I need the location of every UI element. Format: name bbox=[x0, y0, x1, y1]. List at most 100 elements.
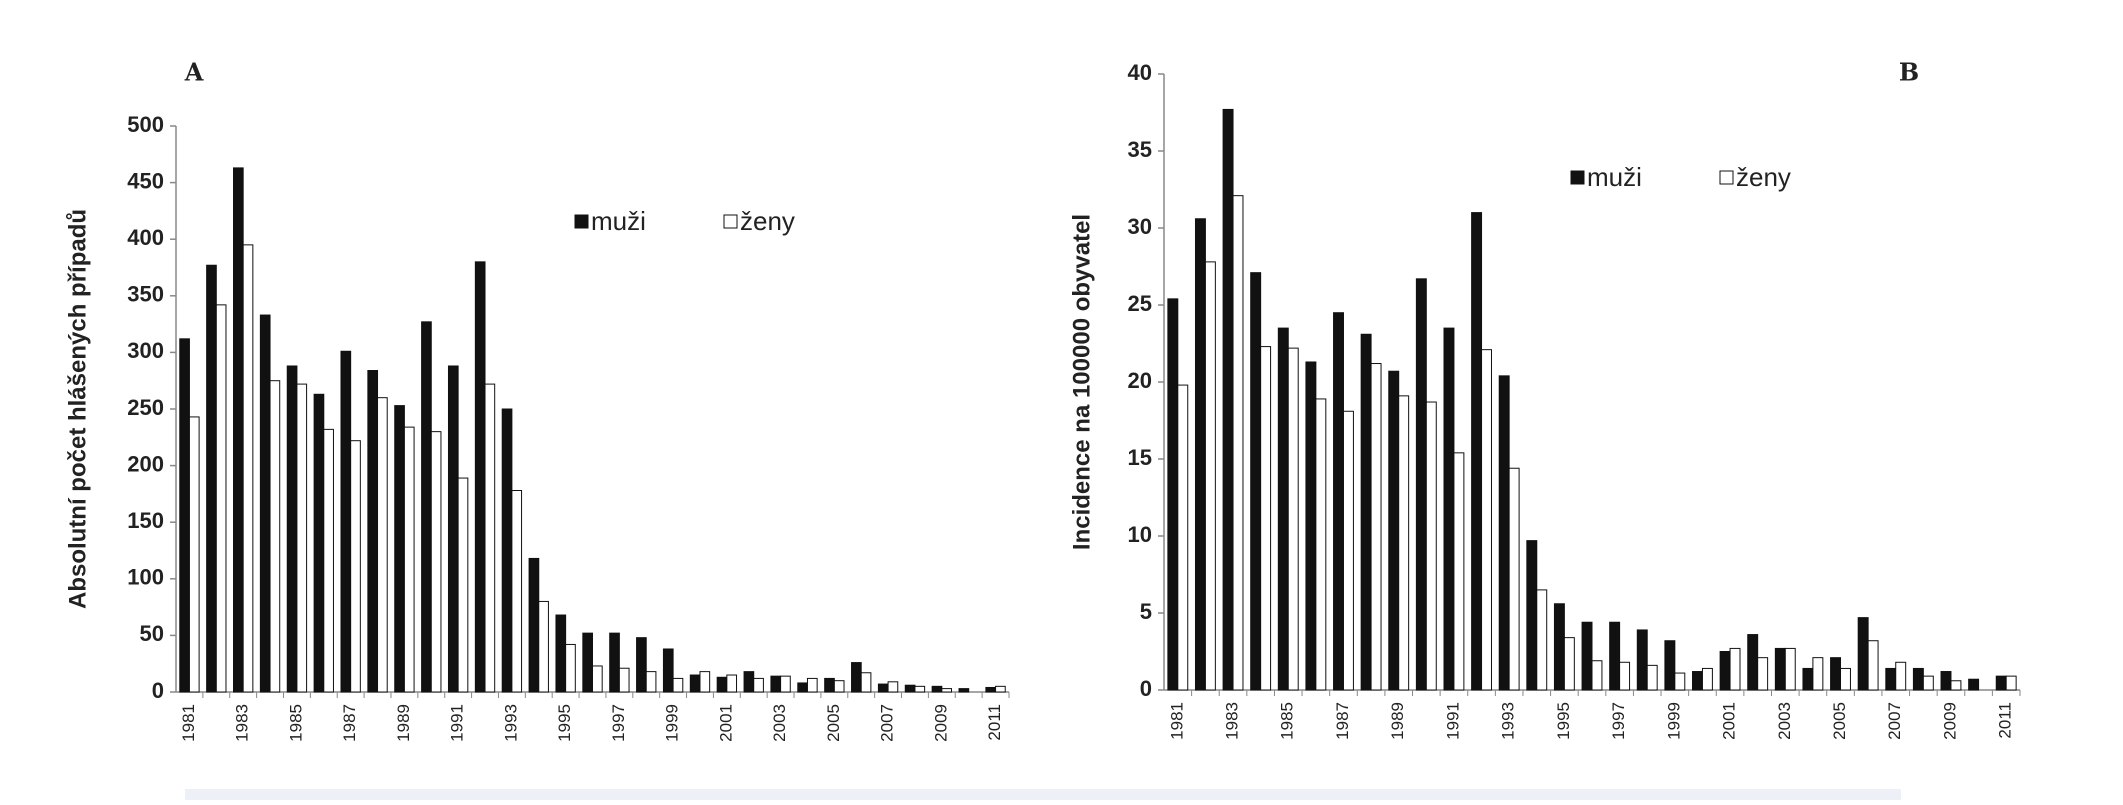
y-axis-title: Absolutní počet hlášených případů bbox=[64, 209, 91, 609]
bar bbox=[958, 688, 970, 693]
bar bbox=[743, 671, 755, 693]
bar bbox=[887, 681, 899, 693]
x-tick-label: 2001 bbox=[716, 704, 735, 742]
bar bbox=[582, 632, 594, 693]
bar bbox=[188, 416, 200, 693]
x-tick-label: 1987 bbox=[340, 704, 359, 742]
y-tick-label: 200 bbox=[127, 451, 164, 476]
bar bbox=[1840, 667, 1851, 691]
bar bbox=[1388, 370, 1400, 691]
bar bbox=[1895, 661, 1907, 691]
bar bbox=[1305, 361, 1317, 691]
x-tick-label: 2007 bbox=[1885, 702, 1904, 740]
y-tick-label: 300 bbox=[127, 338, 164, 363]
x-tick-label: 1985 bbox=[286, 704, 305, 742]
bar bbox=[1315, 398, 1327, 691]
x-tick-label: 1987 bbox=[1333, 702, 1352, 740]
bar bbox=[1912, 667, 1924, 691]
bar bbox=[592, 665, 603, 693]
bar bbox=[1636, 629, 1648, 691]
bar bbox=[242, 244, 254, 693]
bar bbox=[1508, 467, 1520, 691]
legend-label: ženy bbox=[740, 206, 795, 236]
bar bbox=[1425, 401, 1437, 691]
bar bbox=[259, 314, 271, 693]
bar bbox=[206, 264, 217, 693]
bar bbox=[1453, 452, 1465, 691]
bar bbox=[851, 662, 862, 693]
bar bbox=[1563, 637, 1575, 691]
bar bbox=[430, 431, 442, 693]
bar bbox=[1857, 617, 1869, 691]
bar bbox=[780, 675, 791, 693]
bar bbox=[340, 350, 352, 693]
bar bbox=[689, 674, 701, 693]
x-tick-label: 1999 bbox=[1664, 702, 1683, 740]
bar bbox=[269, 380, 281, 693]
bar bbox=[421, 321, 432, 693]
x-tick-label: 1989 bbox=[1388, 702, 1407, 740]
x-tick-label: 1983 bbox=[1223, 702, 1242, 740]
bar bbox=[1784, 647, 1796, 691]
x-tick-label: 1991 bbox=[1443, 702, 1462, 740]
bar bbox=[1719, 651, 1731, 691]
y-axis-title: Incidence na 100000 obyvatel bbox=[1068, 214, 1095, 550]
bar bbox=[555, 614, 567, 693]
bar bbox=[1830, 657, 1842, 691]
bar bbox=[1415, 278, 1427, 691]
y-tick-label: 20 bbox=[1128, 368, 1152, 393]
bar bbox=[1287, 347, 1299, 691]
bar bbox=[1232, 195, 1244, 691]
bar bbox=[1747, 634, 1759, 691]
bar bbox=[1619, 661, 1631, 691]
bar bbox=[672, 677, 684, 693]
x-tick-label: 2005 bbox=[824, 704, 843, 742]
bar bbox=[313, 393, 325, 693]
bar bbox=[528, 557, 540, 693]
bar bbox=[377, 397, 388, 693]
bar bbox=[1536, 589, 1548, 691]
x-tick-label: 1993 bbox=[501, 704, 520, 742]
x-tick-label: 2011 bbox=[985, 704, 1004, 741]
y-tick-label: 10 bbox=[1128, 522, 1152, 547]
bar bbox=[323, 428, 334, 693]
y-tick-label: 150 bbox=[127, 508, 164, 533]
bar bbox=[995, 685, 1006, 693]
bar bbox=[1940, 671, 1952, 691]
bar bbox=[1443, 327, 1455, 691]
bar bbox=[1526, 540, 1538, 691]
bar bbox=[1481, 349, 1492, 691]
bar bbox=[877, 683, 889, 693]
bar bbox=[753, 677, 764, 693]
bar bbox=[1260, 346, 1272, 691]
bar bbox=[1250, 272, 1262, 691]
bar bbox=[1370, 363, 1382, 691]
x-tick-label: 1999 bbox=[663, 704, 682, 742]
bar bbox=[1398, 395, 1410, 691]
x-tick-label: 1991 bbox=[448, 704, 467, 742]
x-tick-label: 2007 bbox=[878, 704, 897, 742]
bar bbox=[806, 677, 818, 693]
bar bbox=[2005, 675, 2017, 691]
legend-label: muži bbox=[1587, 162, 1642, 192]
bar bbox=[914, 685, 926, 693]
bar bbox=[565, 643, 576, 693]
legend-swatch bbox=[1719, 170, 1734, 185]
legend-label: ženy bbox=[1736, 162, 1791, 192]
y-tick-label: 100 bbox=[127, 565, 164, 590]
bar bbox=[716, 676, 728, 693]
y-tick-label: 50 bbox=[140, 621, 164, 646]
bar bbox=[1674, 672, 1686, 691]
y-tick-label: 25 bbox=[1128, 291, 1152, 316]
bar bbox=[447, 365, 459, 693]
bar bbox=[1167, 298, 1179, 691]
bar bbox=[1222, 108, 1234, 691]
bar bbox=[1995, 675, 2007, 691]
x-tick-label: 2005 bbox=[1830, 702, 1849, 740]
bar bbox=[350, 440, 361, 693]
bar bbox=[1664, 640, 1676, 691]
bar bbox=[636, 637, 647, 693]
bar bbox=[484, 383, 496, 693]
x-tick-label: 1981 bbox=[1167, 702, 1186, 740]
y-tick-label: 350 bbox=[127, 282, 164, 307]
